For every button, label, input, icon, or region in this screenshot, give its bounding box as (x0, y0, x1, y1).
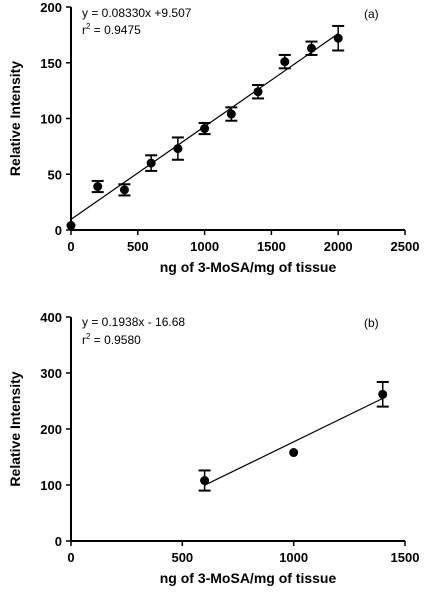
y-tick-label: 50 (48, 167, 62, 182)
r-squared-value: = 0.9475 (90, 23, 141, 37)
data-point (146, 158, 156, 168)
r-squared-superscript: 2 (86, 332, 91, 341)
data-point (200, 124, 210, 134)
y-tick-label: 100 (40, 112, 62, 127)
y-tick-label: 400 (40, 310, 62, 325)
fit-equation: y = 0.1938x - 16.68 (82, 315, 185, 329)
panel-b: 0 100 200 300 400 0 500 1000 1500 ng of 3-MoSA/mg… (7, 310, 419, 586)
r-squared-value: = 0.9580 (90, 333, 141, 347)
data-point (119, 185, 129, 195)
data-point (333, 33, 343, 43)
data-point (173, 144, 183, 154)
y-axis-title: Relative Intensity (7, 61, 23, 176)
x-axis-title: ng of 3-MoSA/mg of tissue (160, 570, 337, 586)
panel-label: (b) (364, 316, 379, 330)
data-point (306, 43, 316, 53)
y-tick-label: 200 (40, 422, 62, 437)
x-tick-label: 1500 (257, 239, 286, 254)
x-tick-label: 1500 (391, 550, 420, 565)
data-point (200, 476, 210, 486)
r-squared-prefix: r (82, 23, 86, 37)
data-point (253, 87, 263, 97)
x-tick-label: 2000 (324, 239, 353, 254)
r-squared: r2 = 0.9475 (82, 22, 141, 37)
x-tick-label: 500 (171, 550, 193, 565)
data-point (280, 57, 290, 67)
y-tick-label: 150 (40, 56, 62, 71)
x-tick-label: 500 (127, 239, 149, 254)
data-point (93, 182, 103, 192)
r-squared: r2 = 0.9580 (82, 332, 141, 347)
y-tick-label: 200 (40, 0, 62, 15)
y-tick-label: 100 (40, 478, 62, 493)
x-tick-label: 2500 (391, 239, 420, 254)
r-squared-superscript: 2 (86, 22, 91, 31)
x-tick-label: 1000 (279, 550, 308, 565)
y-tick-label: 300 (40, 366, 62, 381)
y-tick-label: 0 (55, 534, 62, 549)
data-point (66, 221, 76, 231)
y-axis-title: Relative Intensity (7, 371, 23, 486)
y-tick-label: 0 (55, 223, 62, 238)
x-tick-label: 1000 (190, 239, 219, 254)
data-point (289, 448, 299, 458)
fit-line (204, 397, 383, 486)
fit-equation: y = 0.08330x +9.507 (82, 6, 192, 20)
data-point (226, 109, 236, 119)
r-squared-prefix: r (82, 333, 86, 347)
panel-label: (a) (364, 7, 379, 21)
x-tick-label: 0 (67, 550, 74, 565)
x-tick-label: 0 (67, 239, 74, 254)
x-axis-title: ng of 3-MoSA/mg of tissue (160, 259, 337, 275)
data-point (378, 389, 388, 399)
